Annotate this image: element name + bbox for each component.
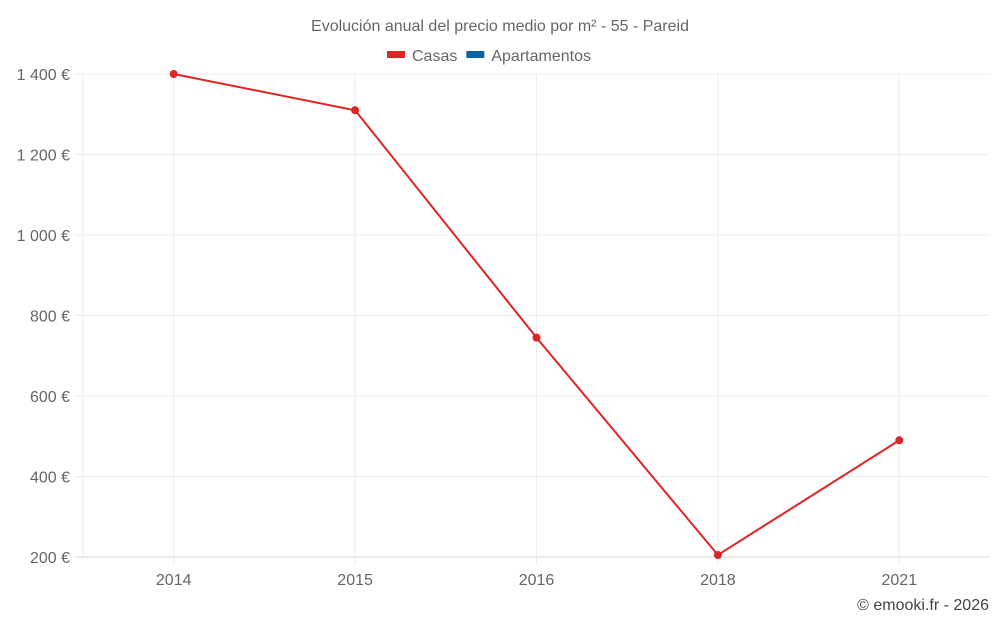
x-tick-label: 2016 [519, 572, 555, 589]
footer-credit: © emooki.fr - 2026 [857, 597, 989, 614]
grid [75, 73, 990, 565]
data-point [169, 70, 178, 78]
y-tick-label: 1 200 € [17, 148, 70, 165]
y-tick-label: 600 € [30, 389, 70, 406]
data-point [713, 550, 722, 559]
legend-label: Casas [412, 48, 457, 65]
data-point [895, 436, 904, 445]
legend-swatch-apartamentos [466, 51, 485, 58]
series [169, 70, 904, 559]
data-point [532, 333, 541, 342]
data-point [351, 106, 360, 115]
y-tick-label: 800 € [30, 309, 70, 326]
legend: Casas Apartamentos [387, 48, 591, 65]
y-tick-label: 1 000 € [17, 228, 70, 245]
y-axis: 200 € 400 € 600 € 800 € 1 000 € 1 200 € 1 400 … [17, 67, 70, 567]
legend-swatch-casas [387, 51, 405, 58]
legend-label: Apartamentos [491, 48, 591, 65]
x-axis: 2014 2015 2016 2018 2021 [156, 572, 917, 589]
y-tick-label: 400 € [30, 470, 70, 487]
y-tick-label: 1 400 € [17, 67, 70, 84]
y-tick-label: 200 € [30, 550, 70, 567]
x-tick-label: 2015 [337, 572, 373, 589]
chart-title: Evolución anual del precio medio por m² … [311, 18, 689, 35]
x-tick-label: 2014 [156, 572, 192, 589]
x-tick-label: 2021 [882, 572, 918, 589]
x-tick-label: 2018 [700, 572, 736, 589]
